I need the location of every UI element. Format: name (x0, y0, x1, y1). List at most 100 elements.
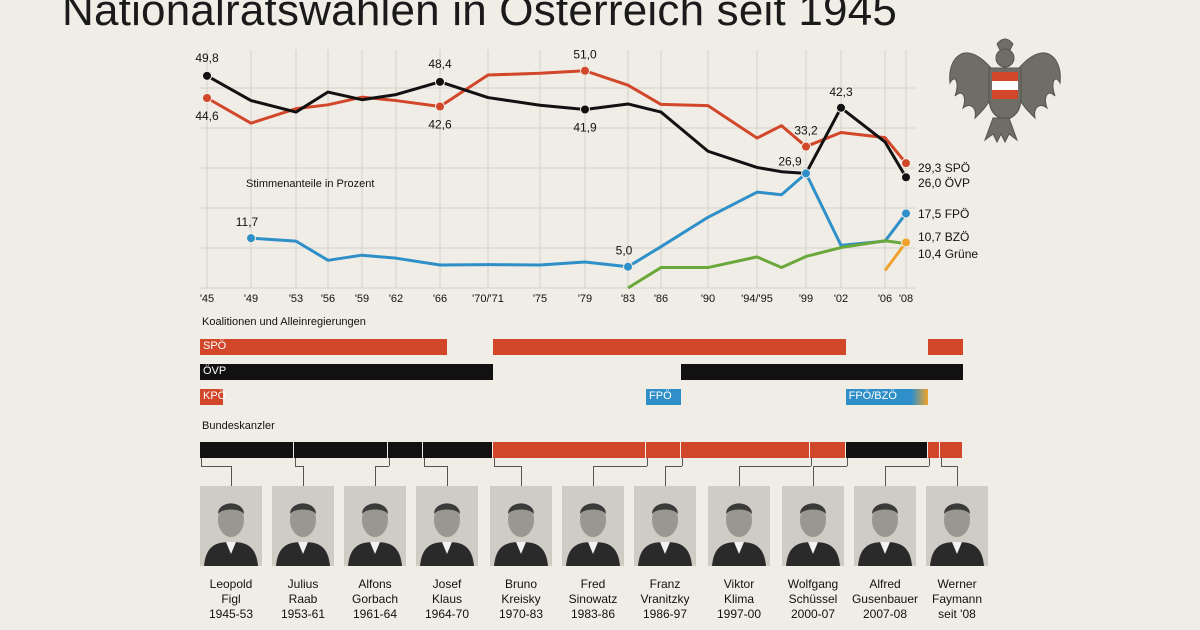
chancellor-term-bar (423, 442, 493, 458)
data-label: 51,0 (573, 48, 597, 62)
chancellor-last: Gusenbauer (851, 592, 919, 606)
connector-line (294, 466, 303, 467)
connector-line (424, 458, 426, 466)
chancellor-last: Klaus (431, 592, 463, 606)
x-tick-label: '86 (654, 293, 668, 305)
connector-line (375, 466, 389, 467)
data-point (435, 101, 445, 112)
chancellor-first: Werner (937, 577, 977, 591)
data-point (836, 102, 846, 113)
x-tick-label: '66 (433, 293, 447, 305)
x-tick-label: '70/'71 (472, 293, 504, 305)
chancellor-first: Josef (432, 577, 462, 591)
x-tick-label: '99 (799, 293, 813, 305)
coalition-label: SPÖ (203, 340, 227, 352)
series-line-Grüne (627, 239, 907, 290)
chancellor-first: Julius (287, 577, 319, 591)
chancellor-years: 1964-70 (424, 607, 470, 621)
chancellor-last: Raab (288, 592, 318, 606)
connector-line (813, 466, 847, 467)
connector-line (494, 466, 521, 467)
chancellor-photo (926, 486, 988, 566)
connector-line (739, 466, 740, 486)
chancellor-name: Julius Raab 1953-61 (262, 577, 344, 622)
chancellor-last: Schüssel (788, 592, 838, 606)
connector-line (388, 458, 390, 466)
coalitions-heading: Koalitionen und Alleinregierungen (202, 316, 366, 328)
chancellor-photo (634, 486, 696, 566)
chancellor-first: Alfons (358, 577, 392, 591)
chancellor-term-bar (681, 442, 810, 458)
connector-line (494, 458, 496, 466)
data-label: 33,2 (794, 124, 818, 138)
connector-line (424, 466, 447, 467)
chart-lines (202, 65, 911, 290)
chancellor-term-bar (939, 442, 962, 458)
data-label: 48,4 (428, 57, 452, 71)
connector-line (294, 458, 296, 466)
austrian-eagle-icon (949, 38, 1061, 144)
chancellor-photo (200, 486, 262, 566)
connector-line (665, 466, 666, 486)
connector-line (521, 466, 522, 486)
series-line-SPÖ (206, 69, 908, 165)
chancellor-years: 1986-97 (642, 607, 688, 621)
end-label: 29,3 SPÖ (918, 161, 970, 175)
chancellor-years: 1997-00 (716, 607, 762, 621)
data-point (202, 70, 212, 81)
chancellor-name: Josef Klaus 1964-70 (406, 577, 488, 622)
x-tick-label: '62 (389, 293, 403, 305)
chancellor-years: seit '08 (938, 607, 976, 621)
end-label: 10,4 Grüne (918, 247, 978, 261)
connector-line (846, 458, 848, 466)
coalition-label: FPÖ (649, 390, 672, 402)
x-tick-label: '90 (701, 293, 715, 305)
chancellor-last: Sinowatz (568, 592, 618, 606)
data-label: 41,9 (573, 121, 597, 135)
chancellor-photo (854, 486, 916, 566)
chancellor-term-bar (810, 442, 845, 458)
x-tick-label: '94/'95 (741, 293, 773, 305)
chancellor-photo (708, 486, 770, 566)
chancellor-term-bar (200, 442, 293, 458)
chancellor-last: Klima (723, 592, 754, 606)
coalition-bar (681, 364, 963, 380)
chancellor-last: Faymann (931, 592, 983, 606)
data-point (580, 65, 590, 76)
x-tick-label: '59 (355, 293, 369, 305)
data-label: 42,3 (829, 85, 853, 99)
chancellor-photo (782, 486, 844, 566)
end-point (901, 172, 911, 183)
chancellor-first: Fred (580, 577, 606, 591)
chancellor-name: Viktor Klima 1997-00 (698, 577, 780, 622)
connector-line (739, 466, 812, 467)
connector-line (201, 458, 202, 466)
connector-line (375, 466, 376, 486)
chancellor-photo (272, 486, 334, 566)
data-point (202, 93, 212, 104)
chancellor-name: Alfons Gorbach 1961-64 (334, 577, 416, 622)
connector-line (231, 466, 232, 486)
chancellor-term-bar (845, 442, 927, 458)
chancellor-name: Franz Vranitzky 1986-97 (624, 577, 706, 622)
data-point (801, 168, 811, 179)
x-tick-label: '08 (899, 293, 913, 305)
chancellor-term-bar (293, 442, 387, 458)
chancellor-years: 1970-83 (498, 607, 544, 621)
coalition-bar: ÖVP (200, 364, 494, 380)
chancellor-years: 1983-86 (570, 607, 616, 621)
coalition-bar: FPÖ/BZÖ (845, 389, 928, 405)
data-point (435, 76, 445, 87)
connector-line (885, 466, 929, 467)
x-tick-label: '02 (834, 293, 848, 305)
coalition-bar: FPÖ (646, 389, 682, 405)
data-label: 5,0 (616, 244, 633, 258)
chancellor-name: Fred Sinowatz 1983-86 (552, 577, 634, 622)
end-label: 17,5 FPÖ (918, 207, 969, 221)
connector-line (957, 466, 958, 486)
chancellor-term-bar (493, 442, 646, 458)
y-axis-label: Stimmenanteile in Prozent (246, 178, 375, 190)
end-label: 10,7 BZÖ (918, 230, 969, 244)
chart-labels: '45 '49 '53 '56 '59 '62 '66 '70/'71 '75 '79 '83 '86… (195, 48, 978, 305)
